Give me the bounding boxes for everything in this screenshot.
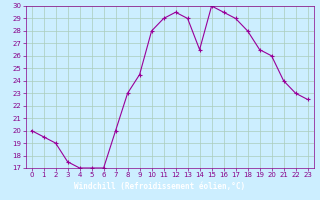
Text: Windchill (Refroidissement éolien,°C): Windchill (Refroidissement éolien,°C) — [75, 182, 245, 192]
